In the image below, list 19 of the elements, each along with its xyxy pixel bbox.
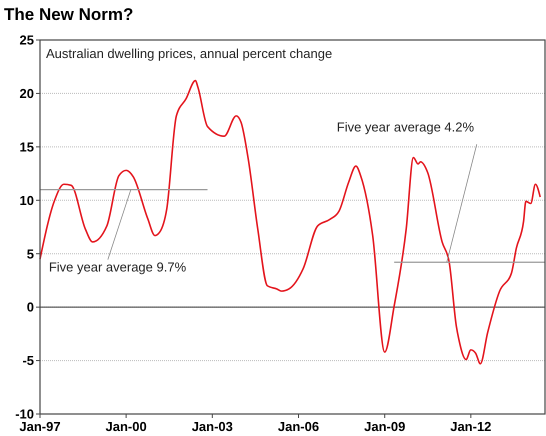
y-tick-label: 20 (20, 86, 34, 101)
line-series (39, 80, 541, 365)
x-tick-label: Jan-03 (192, 419, 233, 434)
annotation: Five year average 9.7% (48, 260, 187, 275)
x-tick-label: Jan-12 (450, 419, 492, 434)
x-tick-label: Jan-97 (19, 419, 61, 434)
annotation: Five year average 4.2% (336, 119, 475, 134)
y-tick-label: -5 (22, 353, 34, 368)
y-tick-label: 5 (26, 246, 34, 262)
x-tick-label: Jan-00 (106, 419, 147, 434)
y-tick-label: 10 (20, 192, 34, 208)
x-tick-label: Jan-09 (364, 419, 406, 434)
x-tick-label: Jan-06 (278, 419, 320, 434)
y-tick-label: 25 (20, 32, 34, 48)
y-tick-label: 15 (20, 139, 34, 154)
chart-title: The New Norm? (4, 5, 134, 24)
y-tick-label: 0 (26, 300, 34, 315)
text: Australian dwelling prices, annual percent change (46, 46, 332, 61)
y-tick-label: -10 (15, 406, 34, 422)
